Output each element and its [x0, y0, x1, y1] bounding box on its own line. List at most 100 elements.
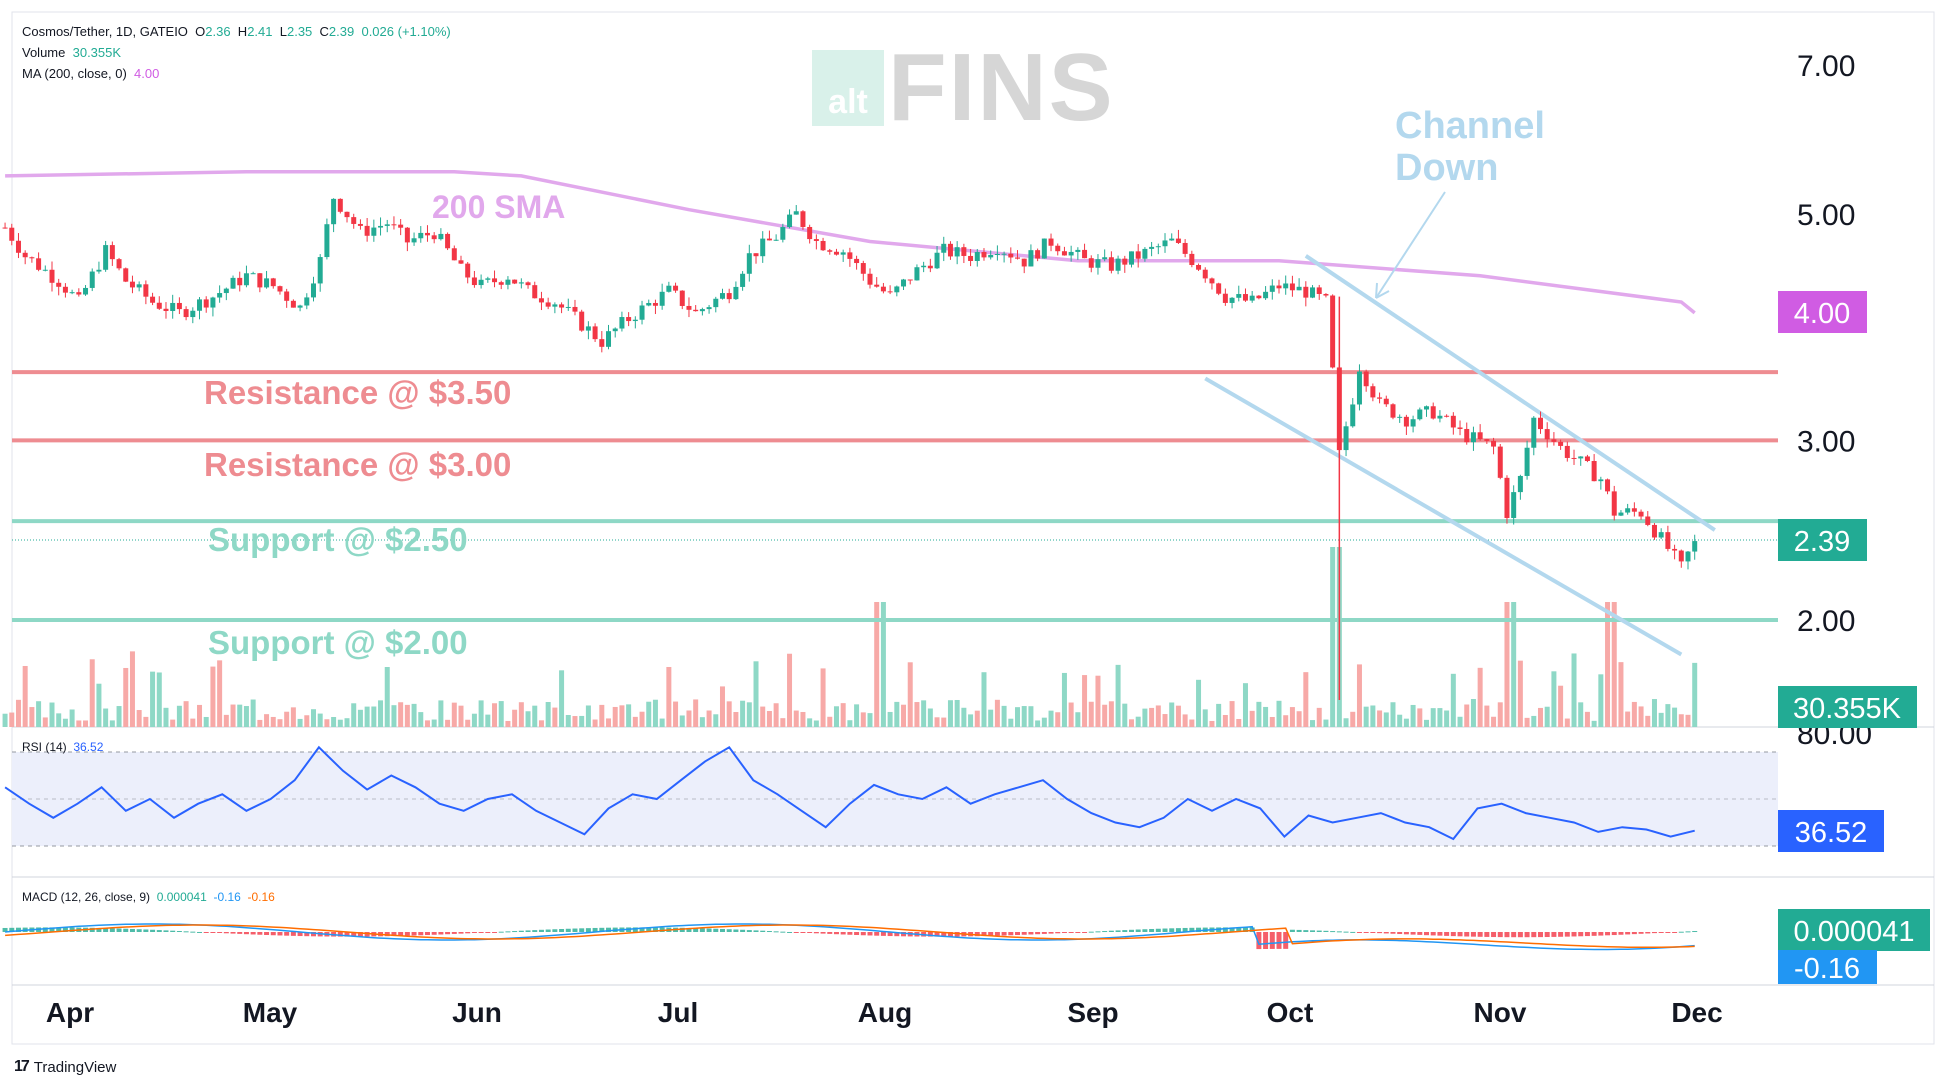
candle-body-242 [1625, 508, 1631, 513]
candle-body-4 [29, 257, 35, 259]
ma-legend[interactable]: MA (200, close, 0) 4.00 [22, 66, 159, 81]
macd-hist-bar-207 [1390, 932, 1396, 934]
volume-bar-124 [833, 706, 839, 727]
candle-body-144 [968, 255, 974, 261]
candle-body-125 [840, 252, 846, 255]
macd-hist-bar-122 [820, 932, 826, 934]
macd-hist-bar-81 [545, 929, 551, 932]
symbol-header[interactable]: Cosmos/Tether, 1D, GATEIO O2.36 H2.41 L2… [22, 24, 451, 39]
macd-hist-bar-163 [1095, 931, 1101, 933]
macd-hist-bar-216 [1450, 932, 1456, 937]
annotation-sma: 200 SMA [432, 189, 565, 225]
candle-body-238 [1598, 479, 1604, 482]
volume-bar-90 [606, 718, 612, 727]
macd-hist-bar-40 [270, 932, 276, 936]
candle-body-209 [1403, 416, 1409, 427]
volume-bar-29 [197, 704, 203, 727]
macd-hist-bar-79 [532, 930, 538, 932]
macd-hist-bar-112 [753, 930, 759, 932]
candle-body-136 [914, 267, 920, 281]
macd-hist-bar-6 [42, 927, 48, 932]
macd-hist-bar-236 [1584, 932, 1590, 937]
macd-legend[interactable]: MACD (12, 26, close, 9) 0.000041 -0.16 -… [22, 890, 275, 904]
candle-body-30 [203, 299, 209, 308]
candle-body-243 [1631, 508, 1637, 512]
volume-bar-83 [559, 670, 565, 727]
candle-body-6 [42, 269, 48, 271]
candle-body-226 [1517, 475, 1523, 493]
volume-bar-123 [827, 716, 833, 727]
candle-body-112 [753, 253, 759, 257]
macd-hist-bar-102 [686, 927, 692, 932]
macd-hist-bar-24 [163, 930, 169, 932]
macd-hist-bar-178 [1196, 927, 1202, 932]
volume-bar-135 [907, 662, 913, 727]
volume-bar-193 [1296, 711, 1302, 727]
volume-bar-55 [371, 706, 377, 727]
volume-bar-211 [1417, 708, 1423, 727]
macd-hist-bar-211 [1417, 932, 1423, 935]
volume-legend[interactable]: Volume 30.355K [22, 45, 121, 60]
macd-hist-bar-61 [411, 932, 417, 936]
candle-body-121 [813, 239, 819, 241]
candle-body-213 [1430, 406, 1436, 419]
candle-body-11 [76, 292, 82, 295]
candle-body-239 [1605, 479, 1611, 492]
volume-bar-112 [753, 661, 759, 727]
candle-body-48 [324, 224, 330, 258]
candle-body-241 [1618, 512, 1624, 516]
candle-body-31 [210, 297, 216, 308]
volume-bar-194 [1303, 672, 1309, 727]
macd-hist-bar-118 [793, 932, 799, 933]
candle-body-170 [1142, 248, 1148, 259]
macd-hist-bar-37 [250, 932, 256, 935]
candle-body-149 [1001, 253, 1007, 255]
candle-body-175 [1175, 238, 1181, 243]
macd-hist-bar-166 [1115, 930, 1121, 932]
candle-body-42 [284, 291, 290, 301]
candle-body-219 [1470, 432, 1476, 443]
candle-body-177 [1189, 253, 1195, 265]
macd-hist-bar-95 [639, 927, 645, 932]
annotation-resistance-300: Resistance @ $3.00 [204, 446, 511, 483]
macd-hist-bar-222 [1491, 932, 1497, 938]
candle-body-205 [1377, 397, 1383, 399]
volume-bar-216 [1450, 673, 1456, 727]
candle-body-138 [927, 265, 933, 269]
volume-bar-181 [1216, 703, 1222, 727]
macd-hist-bar-173 [1162, 928, 1168, 932]
candle-body-18 [123, 268, 129, 282]
volume-bar-92 [619, 705, 625, 727]
sma-200-line [5, 170, 1696, 315]
volume-bar-72 [485, 714, 491, 727]
candle-body-10 [69, 292, 75, 294]
candle-body-139 [934, 252, 940, 269]
volume-bar-43 [290, 707, 296, 727]
candle-body-14 [96, 269, 102, 272]
macd-hist-bar-210 [1410, 932, 1416, 935]
macd-hist-bar-227 [1524, 932, 1530, 938]
candle-body-157 [1055, 245, 1061, 252]
macd-hist-bar-157 [1055, 932, 1061, 934]
rsi-legend[interactable]: RSI (14) 36.52 [22, 740, 103, 754]
volume-bar-162 [1088, 701, 1094, 727]
candle-body-232 [1558, 441, 1564, 446]
tradingview-logo[interactable]: 17 TradingView [14, 1058, 116, 1076]
macd-hist-bar-78 [525, 930, 531, 932]
candle-body-120 [807, 226, 813, 240]
volume-bar-99 [666, 666, 672, 727]
volume-bar-68 [458, 705, 464, 727]
macd-hist-bar-176 [1182, 927, 1188, 932]
candle-body-7 [49, 269, 55, 283]
macd-hist-bar-2 [15, 927, 21, 932]
candle-body-24 [163, 308, 169, 311]
macd-hist-bar-101 [679, 927, 685, 932]
candle-body-85 [572, 306, 578, 312]
macd-hist-bar-57 [384, 932, 390, 937]
volume-bar-60 [404, 704, 410, 727]
macd-hist-bar-69 [465, 932, 471, 934]
volume-bar-24 [163, 707, 169, 727]
volume-bar-168 [1128, 719, 1134, 727]
volume-bar-155 [1041, 717, 1047, 727]
volume-bar-137 [921, 700, 927, 727]
